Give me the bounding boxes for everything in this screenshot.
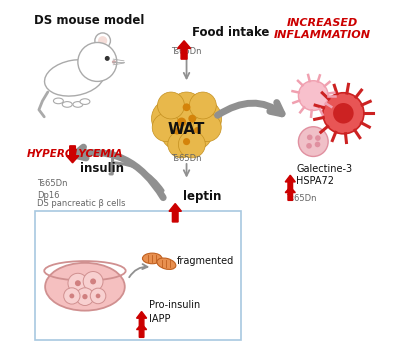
Circle shape xyxy=(174,127,180,135)
Text: WAT: WAT xyxy=(168,122,205,137)
Ellipse shape xyxy=(73,102,83,107)
Ellipse shape xyxy=(45,263,125,311)
Circle shape xyxy=(298,81,328,110)
FancyArrow shape xyxy=(136,324,147,337)
Circle shape xyxy=(315,135,321,141)
Circle shape xyxy=(152,99,190,138)
Text: Ts65Dn
Dp16: Ts65Dn Dp16 xyxy=(37,179,68,200)
Text: Ts65Dn: Ts65Dn xyxy=(286,194,316,203)
Circle shape xyxy=(161,116,195,150)
Circle shape xyxy=(78,42,117,81)
Text: fragmented: fragmented xyxy=(177,256,234,266)
Circle shape xyxy=(307,135,312,140)
Ellipse shape xyxy=(54,98,63,104)
Circle shape xyxy=(75,280,81,286)
Circle shape xyxy=(183,99,222,138)
Ellipse shape xyxy=(44,60,104,96)
Text: DS mouse model: DS mouse model xyxy=(34,14,144,27)
Circle shape xyxy=(171,92,202,124)
Circle shape xyxy=(152,113,180,142)
Text: Pro-insulin: Pro-insulin xyxy=(149,300,200,310)
Circle shape xyxy=(96,293,100,298)
Circle shape xyxy=(333,103,354,124)
Circle shape xyxy=(64,288,80,304)
FancyArrow shape xyxy=(285,175,295,191)
Circle shape xyxy=(90,279,96,284)
Circle shape xyxy=(162,102,211,150)
Circle shape xyxy=(178,116,212,150)
Circle shape xyxy=(193,113,221,142)
Circle shape xyxy=(98,36,107,45)
Text: HSPA72: HSPA72 xyxy=(296,176,334,186)
Circle shape xyxy=(178,131,205,158)
Text: Ts65Dn: Ts65Dn xyxy=(171,47,202,56)
FancyBboxPatch shape xyxy=(35,211,241,340)
Text: Food intake: Food intake xyxy=(192,26,269,39)
Circle shape xyxy=(95,33,110,48)
Circle shape xyxy=(76,288,94,306)
FancyArrow shape xyxy=(285,187,295,200)
Text: IAPP: IAPP xyxy=(149,314,170,324)
Circle shape xyxy=(68,273,88,293)
Circle shape xyxy=(158,92,184,119)
FancyArrow shape xyxy=(66,146,79,163)
FancyArrow shape xyxy=(136,312,147,327)
FancyArrow shape xyxy=(178,41,191,59)
Circle shape xyxy=(306,143,312,149)
FancyArrow shape xyxy=(169,204,182,222)
Circle shape xyxy=(82,294,88,299)
Circle shape xyxy=(106,57,109,60)
Text: INCREASED
INFLAMMATION: INCREASED INFLAMMATION xyxy=(274,18,371,40)
Ellipse shape xyxy=(80,99,90,104)
Circle shape xyxy=(194,127,200,133)
Text: insulin: insulin xyxy=(80,162,124,175)
Circle shape xyxy=(83,272,103,291)
Text: HYPERGLYCEMIA: HYPERGLYCEMIA xyxy=(26,149,123,159)
Ellipse shape xyxy=(112,61,115,63)
Text: Ts65Dn: Ts65Dn xyxy=(171,154,202,163)
Ellipse shape xyxy=(62,102,72,107)
Circle shape xyxy=(168,131,195,158)
Circle shape xyxy=(70,293,74,298)
Circle shape xyxy=(188,115,196,122)
Circle shape xyxy=(189,92,216,119)
Circle shape xyxy=(183,103,190,111)
Circle shape xyxy=(298,127,328,156)
Ellipse shape xyxy=(157,258,176,269)
Ellipse shape xyxy=(142,253,162,264)
Circle shape xyxy=(177,118,186,127)
Text: leptin: leptin xyxy=(183,190,221,203)
Circle shape xyxy=(183,138,190,145)
Text: DS pancreatic β cells: DS pancreatic β cells xyxy=(37,199,126,208)
Circle shape xyxy=(323,93,364,134)
Text: Galectine-3: Galectine-3 xyxy=(296,164,352,174)
Circle shape xyxy=(315,142,320,147)
Circle shape xyxy=(90,288,106,304)
